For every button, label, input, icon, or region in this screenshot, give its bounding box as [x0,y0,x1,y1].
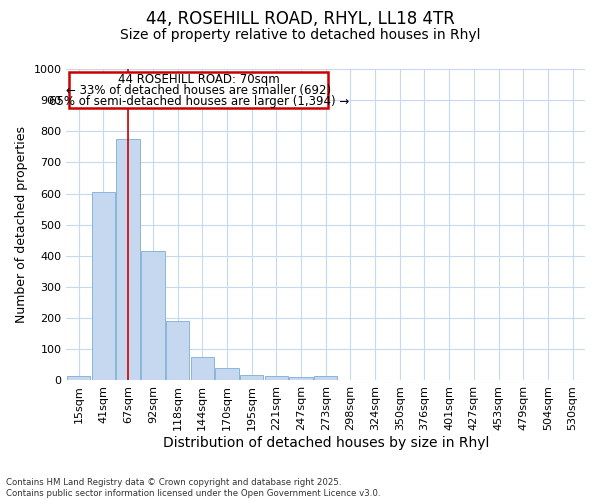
Bar [215,368,239,380]
Bar [314,376,337,380]
Text: 65% of semi-detached houses are larger (1,394) →: 65% of semi-detached houses are larger (… [49,95,349,108]
Bar [191,357,214,380]
Text: ← 33% of detached houses are smaller (692): ← 33% of detached houses are smaller (69… [66,84,331,96]
Text: 44 ROSEHILL ROAD: 70sqm: 44 ROSEHILL ROAD: 70sqm [118,73,280,86]
Bar [141,251,164,380]
Y-axis label: Number of detached properties: Number of detached properties [15,126,28,323]
Bar [289,378,313,380]
X-axis label: Distribution of detached houses by size in Rhyl: Distribution of detached houses by size … [163,436,489,450]
Text: 44, ROSEHILL ROAD, RHYL, LL18 4TR: 44, ROSEHILL ROAD, RHYL, LL18 4TR [146,10,454,28]
Text: Contains HM Land Registry data © Crown copyright and database right 2025.
Contai: Contains HM Land Registry data © Crown c… [6,478,380,498]
Bar [116,139,140,380]
Bar [67,376,91,380]
Bar [166,322,189,380]
Bar [92,192,115,380]
FancyBboxPatch shape [69,72,328,108]
Bar [240,375,263,380]
Bar [265,376,288,380]
Text: Size of property relative to detached houses in Rhyl: Size of property relative to detached ho… [120,28,480,42]
